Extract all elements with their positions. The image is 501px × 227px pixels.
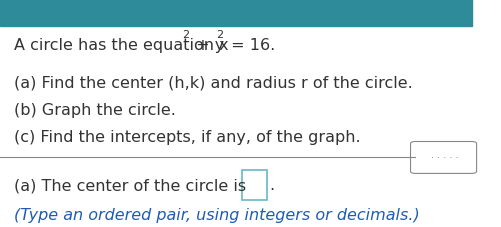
Text: 2: 2: [216, 30, 223, 39]
FancyBboxPatch shape: [410, 142, 476, 174]
Text: (b) Graph the circle.: (b) Graph the circle.: [14, 103, 176, 118]
Text: + y: + y: [191, 38, 224, 53]
Text: (a) The center of the circle is: (a) The center of the circle is: [14, 178, 246, 192]
Text: (c) Find the intercepts, if any, of the graph.: (c) Find the intercepts, if any, of the …: [14, 130, 361, 145]
Text: = 16.: = 16.: [225, 38, 275, 53]
FancyBboxPatch shape: [242, 170, 267, 200]
Text: (Type an ordered pair, using integers or decimals.): (Type an ordered pair, using integers or…: [14, 207, 420, 222]
Text: .: .: [269, 178, 274, 192]
Text: A circle has the equation x: A circle has the equation x: [14, 38, 229, 53]
Text: (a) Find the center (h,k) and radius r of the circle.: (a) Find the center (h,k) and radius r o…: [14, 75, 413, 90]
Text: · · · · ·: · · · · ·: [431, 153, 458, 163]
Text: 2: 2: [182, 30, 189, 39]
Bar: [0, 0, 472, 27]
